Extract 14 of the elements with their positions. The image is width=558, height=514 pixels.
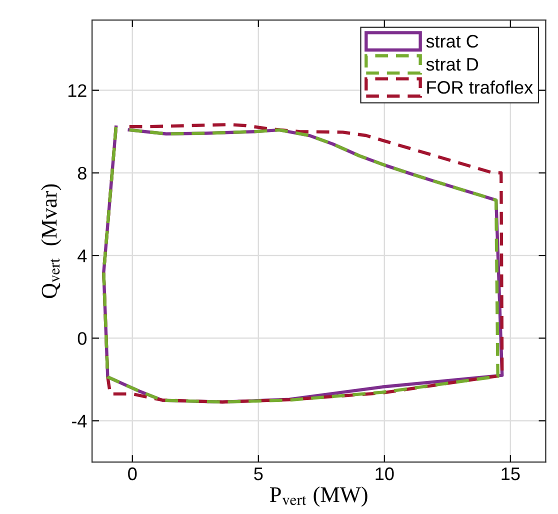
legend-label: FOR trafoflex (427, 80, 533, 94)
x-axis-title: P$_{vert}$ (MW) (270, 486, 368, 507)
x-tick-label: 15 (502, 468, 520, 480)
y-tick-label: -4 (72, 414, 87, 428)
y-axis-title: Q$_{vert}$ (Mvar) (41, 184, 62, 298)
legend-label: strat D (426, 58, 478, 71)
y-tick-label: 4 (78, 250, 87, 262)
y-tick-label: 12 (68, 84, 86, 97)
y-tick-label: 0 (78, 332, 87, 345)
y-tick-label: 8 (78, 166, 86, 180)
x-tick-label: 5 (254, 468, 263, 480)
legend-label: strat C (426, 34, 478, 48)
x-tick-label: 0 (128, 467, 137, 480)
x-tick-label: 10 (376, 467, 394, 480)
